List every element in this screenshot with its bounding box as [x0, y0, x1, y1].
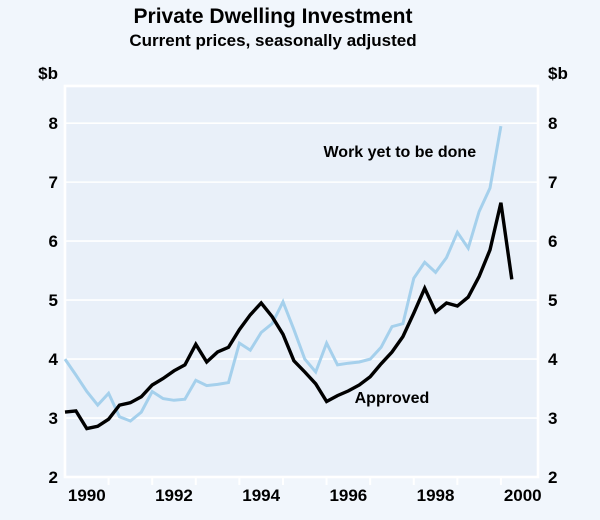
chart-title: Private Dwelling Investment [133, 5, 413, 28]
plot-frame [63, 84, 540, 479]
y-tick-label-left-3: 3 [48, 408, 58, 428]
series-label-approved: Approved [354, 389, 430, 407]
y-axis-unit-left: $b [38, 64, 58, 83]
series-label-work-yet-to-be-done: Work yet to be done [323, 143, 477, 161]
x-year-label-1994: 1994 [242, 486, 281, 505]
y-tick-label-left-4: 4 [48, 349, 58, 369]
x-year-label-1998: 1998 [416, 486, 455, 505]
x-year-label-2000: 2000 [503, 486, 542, 505]
chart-subtitle: Current prices, seasonally adjusted [129, 31, 417, 50]
y-tick-label-right-7: 7 [548, 172, 558, 192]
y-tick-label-left-6: 6 [48, 231, 58, 251]
y-tick-label-left-2: 2 [48, 467, 58, 487]
plot-area [65, 86, 538, 477]
y-tick-label-right-3: 3 [548, 408, 558, 428]
y-tick-label-left-5: 5 [48, 290, 58, 310]
y-tick-label-left-8: 8 [48, 113, 58, 133]
approved-line [64, 202, 514, 431]
y-tick-label-right-5: 5 [548, 290, 558, 310]
y-axis-unit-right: $b [548, 64, 568, 83]
y-tick-label-right-2: 2 [548, 467, 558, 487]
y-tick-label-right-6: 6 [548, 231, 558, 251]
x-year-label-1990: 1990 [67, 486, 106, 505]
work-yet-to-be-done-line [63, 125, 503, 423]
x-year-label-1992: 1992 [155, 486, 193, 505]
y-tick-label-right-8: 8 [548, 113, 558, 133]
y-tick-label-left-7: 7 [48, 172, 58, 192]
y-tick-label-right-4: 4 [548, 349, 558, 369]
x-year-label-1996: 1996 [329, 486, 368, 505]
